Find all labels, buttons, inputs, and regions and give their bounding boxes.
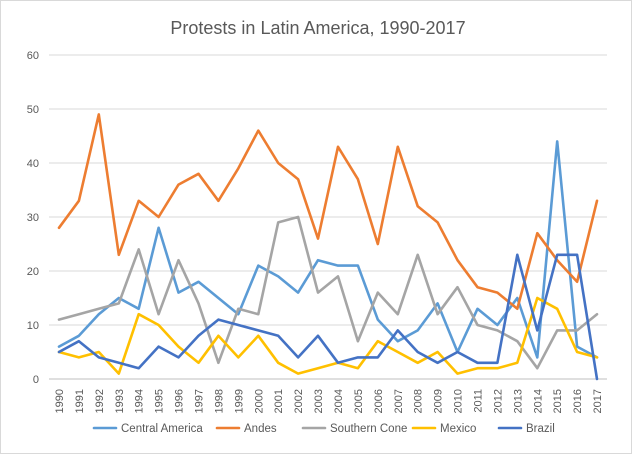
y-tick-label: 30 — [27, 212, 39, 224]
x-axis-tick-labels: 1990 1991 1992 1993 1994 1995 1996 1997 1998 1999… — [54, 389, 604, 413]
x-tick-label: 2004 — [333, 389, 345, 413]
y-axis-tick-labels: 0 10 20 30 40 50 60 — [27, 50, 39, 386]
chart-title: Protests in Latin America, 1990-2017 — [170, 18, 465, 38]
x-tick-label: 2001 — [273, 389, 285, 413]
x-tick-label: 2003 — [313, 389, 325, 413]
gridlines — [49, 54, 607, 380]
x-tick-label: 2002 — [293, 389, 305, 413]
x-tick-label: 1993 — [114, 389, 126, 413]
y-tick-label: 0 — [33, 374, 39, 386]
y-tick-label: 40 — [27, 158, 39, 170]
legend-label-mexico: Mexico — [440, 423, 476, 435]
x-tick-label: 1996 — [174, 389, 186, 413]
y-tick-label: 50 — [27, 104, 39, 116]
legend-label-central-america: Central America — [121, 423, 203, 435]
x-tick-label: 1997 — [193, 389, 205, 413]
x-tick-label: 1992 — [94, 389, 106, 413]
x-tick-label: 2016 — [572, 389, 584, 413]
x-tick-label: 2006 — [373, 389, 385, 413]
legend-label-brazil: Brazil — [526, 423, 555, 435]
x-tick-label: 2009 — [433, 389, 445, 413]
x-tick-label: 1994 — [134, 389, 146, 413]
x-tick-label: 1990 — [54, 389, 66, 413]
x-tick-label: 2017 — [592, 389, 604, 413]
x-tick-label: 2007 — [393, 389, 405, 413]
x-tick-label: 1999 — [233, 389, 245, 413]
x-tick-label: 2014 — [532, 389, 544, 413]
x-tick-label: 2010 — [453, 389, 465, 413]
legend: Central America Andes Southern Cone Mexico B… — [92, 423, 555, 435]
legend-label-southern-cone: Southern Cone — [330, 423, 407, 435]
series-line-andes — [57, 113, 599, 311]
x-tick-label: 2008 — [413, 389, 425, 413]
x-tick-label: 2012 — [492, 389, 504, 413]
y-tick-label: 20 — [27, 266, 39, 278]
y-tick-label: 10 — [27, 320, 39, 332]
x-tick-label: 2005 — [353, 389, 365, 413]
x-tick-label: 2011 — [472, 389, 484, 413]
x-tick-label: 2000 — [253, 389, 265, 413]
x-tick-label: 2015 — [552, 389, 564, 413]
x-tick-label: 1995 — [154, 389, 166, 413]
x-tick-label: 1991 — [74, 389, 86, 413]
series-line-southern-cone — [57, 215, 599, 370]
x-tick-label: 1998 — [213, 389, 225, 413]
series-line-brazil — [57, 253, 599, 381]
legend-label-andes: Andes — [244, 423, 277, 435]
series-line-mexico — [57, 296, 599, 375]
y-tick-label: 60 — [27, 50, 39, 62]
x-tick-label: 2013 — [512, 389, 524, 413]
series-lines — [57, 113, 599, 381]
